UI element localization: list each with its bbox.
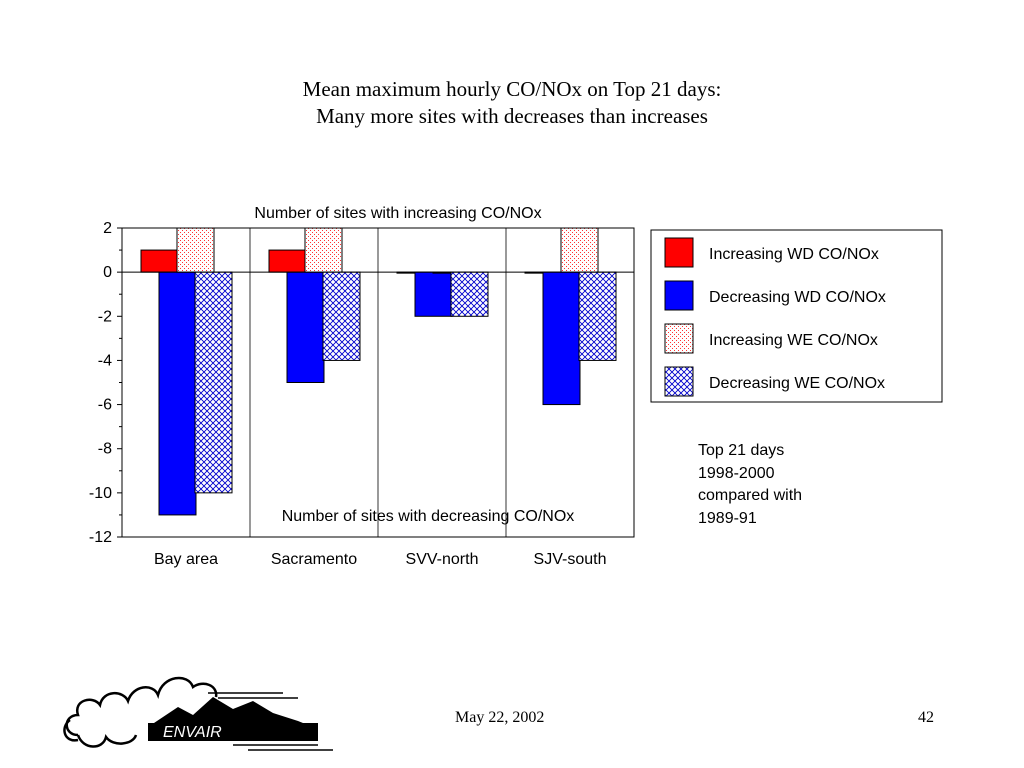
page-number: 42	[918, 709, 934, 726]
note-line: Top 21 days	[698, 442, 785, 459]
y-tick-label: -12	[89, 529, 112, 546]
note-line: compared with	[698, 487, 803, 504]
legend-swatch	[664, 366, 694, 397]
bar	[194, 271, 233, 494]
bar	[450, 271, 489, 317]
legend-label: Decreasing WD CO/NOx	[709, 289, 886, 306]
bottom-annotation: Number of sites with decreasing CO/NOx	[282, 508, 575, 525]
bar	[542, 271, 581, 406]
bar	[322, 271, 361, 361]
bar	[140, 249, 179, 273]
legend-label: Increasing WD CO/NOx	[709, 246, 879, 263]
bar	[304, 227, 343, 273]
slide-title-line-1: Mean maximum hourly CO/NOx on Top 21 day…	[302, 77, 722, 101]
bar	[176, 227, 215, 273]
envair-logo: ENVAIR	[63, 676, 333, 751]
y-tick-label: -2	[98, 308, 112, 325]
x-tick-label: SVV-north	[406, 551, 479, 568]
y-tick-label: 2	[103, 220, 112, 237]
top-annotation: Number of sites with increasing CO/NOx	[254, 205, 541, 222]
logo-text: ENVAIR	[163, 724, 222, 741]
note-line: 1989-91	[698, 509, 757, 527]
y-tick-label: -6	[98, 397, 112, 414]
legend-box	[650, 229, 943, 403]
bar	[286, 271, 325, 383]
note-line: 1998-2000	[698, 464, 775, 482]
y-tick-label: -10	[89, 485, 112, 502]
y-tick-label: -8	[98, 441, 112, 458]
bar	[158, 271, 197, 516]
x-tick-label: Bay area	[154, 551, 218, 568]
y-tick-label: 0	[103, 264, 112, 281]
x-tick-label: Sacramento	[271, 551, 357, 568]
slide-title: Mean maximum hourly CO/NOx on Top 21 day…	[0, 76, 1024, 130]
chart-note: Top 21 days 1998-2000 compared with 1989…	[698, 440, 802, 530]
legend-swatch	[664, 323, 694, 354]
footer-date: May 22, 2002	[455, 709, 545, 726]
legend-label: Increasing WE CO/NOx	[709, 332, 878, 349]
y-tick-label: -4	[98, 352, 112, 369]
bar	[414, 271, 453, 317]
legend-label: Decreasing WE CO/NOx	[709, 375, 885, 392]
bar	[560, 227, 599, 273]
legend-swatch	[664, 237, 694, 268]
x-tick-label: SJV-south	[534, 551, 607, 568]
slide-title-line-2: Many more sites with decreases than incr…	[316, 104, 708, 128]
legend-swatch	[664, 280, 694, 311]
bar	[578, 271, 617, 361]
bar	[268, 249, 307, 273]
